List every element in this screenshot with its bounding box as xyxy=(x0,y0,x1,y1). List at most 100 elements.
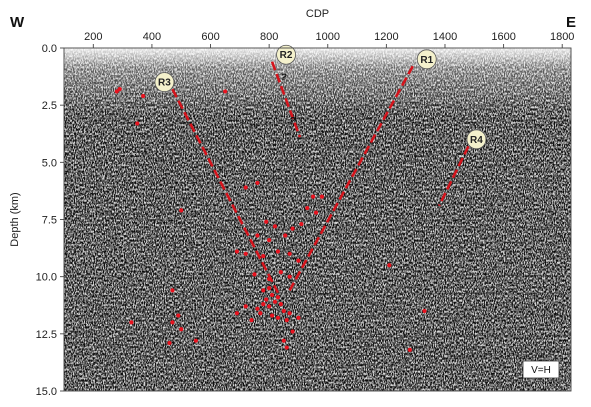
hypocenter-point xyxy=(267,286,272,291)
x-tick-label: 1600 xyxy=(491,31,515,43)
hypocenter-point xyxy=(243,185,248,190)
direction-west-label: W xyxy=(10,14,25,31)
y-tick-label: 2.5 xyxy=(42,100,57,112)
hypocenter-point xyxy=(255,180,260,186)
hypocenter-point xyxy=(278,302,283,307)
reflector-badge-circle xyxy=(466,129,487,150)
hypocenter-point xyxy=(255,233,260,238)
hypocenter-point xyxy=(299,221,304,227)
upper-fade xyxy=(64,48,571,391)
hypocenter-point xyxy=(281,338,286,343)
x-tick-label: 1800 xyxy=(550,31,574,43)
reflector-badge-circle xyxy=(276,44,296,65)
hypocenter-point xyxy=(243,304,248,309)
hypocenter-point xyxy=(387,263,392,268)
y-tick-label: 5.0 xyxy=(42,157,57,169)
hypocenter-point xyxy=(261,288,266,293)
hypocenter-point xyxy=(283,233,288,238)
scale-note-box: V=H xyxy=(522,360,560,379)
hypocenter-point xyxy=(284,318,289,323)
hypocenter-point xyxy=(281,308,286,314)
reflector-lines: R3 R2?? R1 R4 xyxy=(154,44,487,294)
hypocenter-point xyxy=(223,89,228,94)
hypocenter-point xyxy=(179,327,184,332)
reflector-r4-badge: R4 xyxy=(466,129,487,150)
reflector-r2-badge: R2 xyxy=(276,44,296,65)
hypocenter-point xyxy=(272,299,278,304)
hypocenter-point xyxy=(234,249,240,254)
reflector-r4-line xyxy=(437,145,470,207)
uncertainty-mark: ? xyxy=(290,116,296,127)
x-tick-label: 1200 xyxy=(374,31,398,43)
reflector-r1-line xyxy=(288,65,414,292)
y-tick-label: 15.0 xyxy=(36,386,57,398)
hypocenter-point xyxy=(258,311,263,316)
hypocenter-point xyxy=(170,288,175,293)
hypocenter-point xyxy=(287,274,292,279)
hypocenter-point xyxy=(311,194,316,199)
y-tick-label: 7.5 xyxy=(42,215,57,227)
hypocenter-point xyxy=(255,306,260,311)
direction-east-label: E xyxy=(566,14,576,31)
hypocenter-point xyxy=(290,226,295,231)
hypocenter-point xyxy=(269,313,275,318)
hypocenter-point xyxy=(267,304,272,309)
hypocenter-point xyxy=(261,302,266,307)
uncertainty-mark: ? xyxy=(281,73,287,84)
reflector-r2-line xyxy=(270,61,302,138)
hypocenter-point xyxy=(284,345,289,350)
hypocenter-point xyxy=(135,121,140,126)
hypocenter-point xyxy=(275,315,281,320)
x-tick-label: 1400 xyxy=(433,31,457,43)
hypocenter-point xyxy=(267,237,272,243)
hypocenter-point xyxy=(267,276,272,282)
reflector-r2-label: R2 xyxy=(280,50,293,61)
reflector-r3-label: R3 xyxy=(158,78,171,89)
hypocenter-point xyxy=(275,295,281,300)
hypocenter-point xyxy=(407,347,412,352)
hypocenter-point xyxy=(264,219,269,224)
y-tick-label: 12.5 xyxy=(36,329,57,341)
reflector-r3-badge: R3 xyxy=(154,72,175,93)
reflector-r1-badge: R1 xyxy=(416,49,437,70)
hypocenter-point xyxy=(179,208,184,213)
hypocenter-point xyxy=(114,89,119,94)
hypocenter-point xyxy=(170,320,175,325)
hypocenter-point xyxy=(269,292,275,298)
reflector-badge-circle xyxy=(154,72,175,93)
hypocenter-point xyxy=(234,311,240,316)
hypocenter-point xyxy=(261,253,266,259)
hypocenter-points xyxy=(114,87,427,352)
scale-note: V=H xyxy=(531,365,551,376)
hypocenter-point xyxy=(290,329,295,334)
hypocenter-point xyxy=(296,315,301,320)
hypocenter-point xyxy=(272,224,278,229)
hypocenter-point xyxy=(176,313,181,318)
x-tick-label: 600 xyxy=(201,31,219,43)
hypocenter-point xyxy=(278,269,283,275)
hypocenter-point xyxy=(287,311,292,316)
x-tick-label: 400 xyxy=(143,31,161,43)
y-tick-label: 10.0 xyxy=(36,272,57,284)
reflector-r4-label: R4 xyxy=(470,135,483,146)
hypocenter-point xyxy=(313,210,319,215)
hypocenter-point xyxy=(305,205,310,211)
hypocenter-point xyxy=(264,297,269,302)
reflector-badge-circle xyxy=(416,49,437,70)
x-tick-label: 800 xyxy=(260,31,278,43)
axes: 200 400 600 800 1000 1200 1400 1600 1800 0.0 2.5 5.… xyxy=(36,31,575,398)
hypocenter-point xyxy=(141,93,146,99)
hypocenter-point xyxy=(287,251,292,256)
hypocenter-point xyxy=(275,249,281,254)
hypocenter-point xyxy=(117,87,122,92)
x-tick-label: 1000 xyxy=(316,31,340,43)
x-axis-title: CDP xyxy=(306,8,329,20)
hypocenter-point xyxy=(243,251,248,256)
x-tick-label: 200 xyxy=(84,31,102,43)
hypocenter-point xyxy=(296,258,301,263)
hypocenter-point xyxy=(193,338,198,343)
y-axis-title: Depth (km) xyxy=(9,192,21,246)
hypocenter-point xyxy=(167,340,172,346)
hypocenter-point xyxy=(249,318,254,323)
